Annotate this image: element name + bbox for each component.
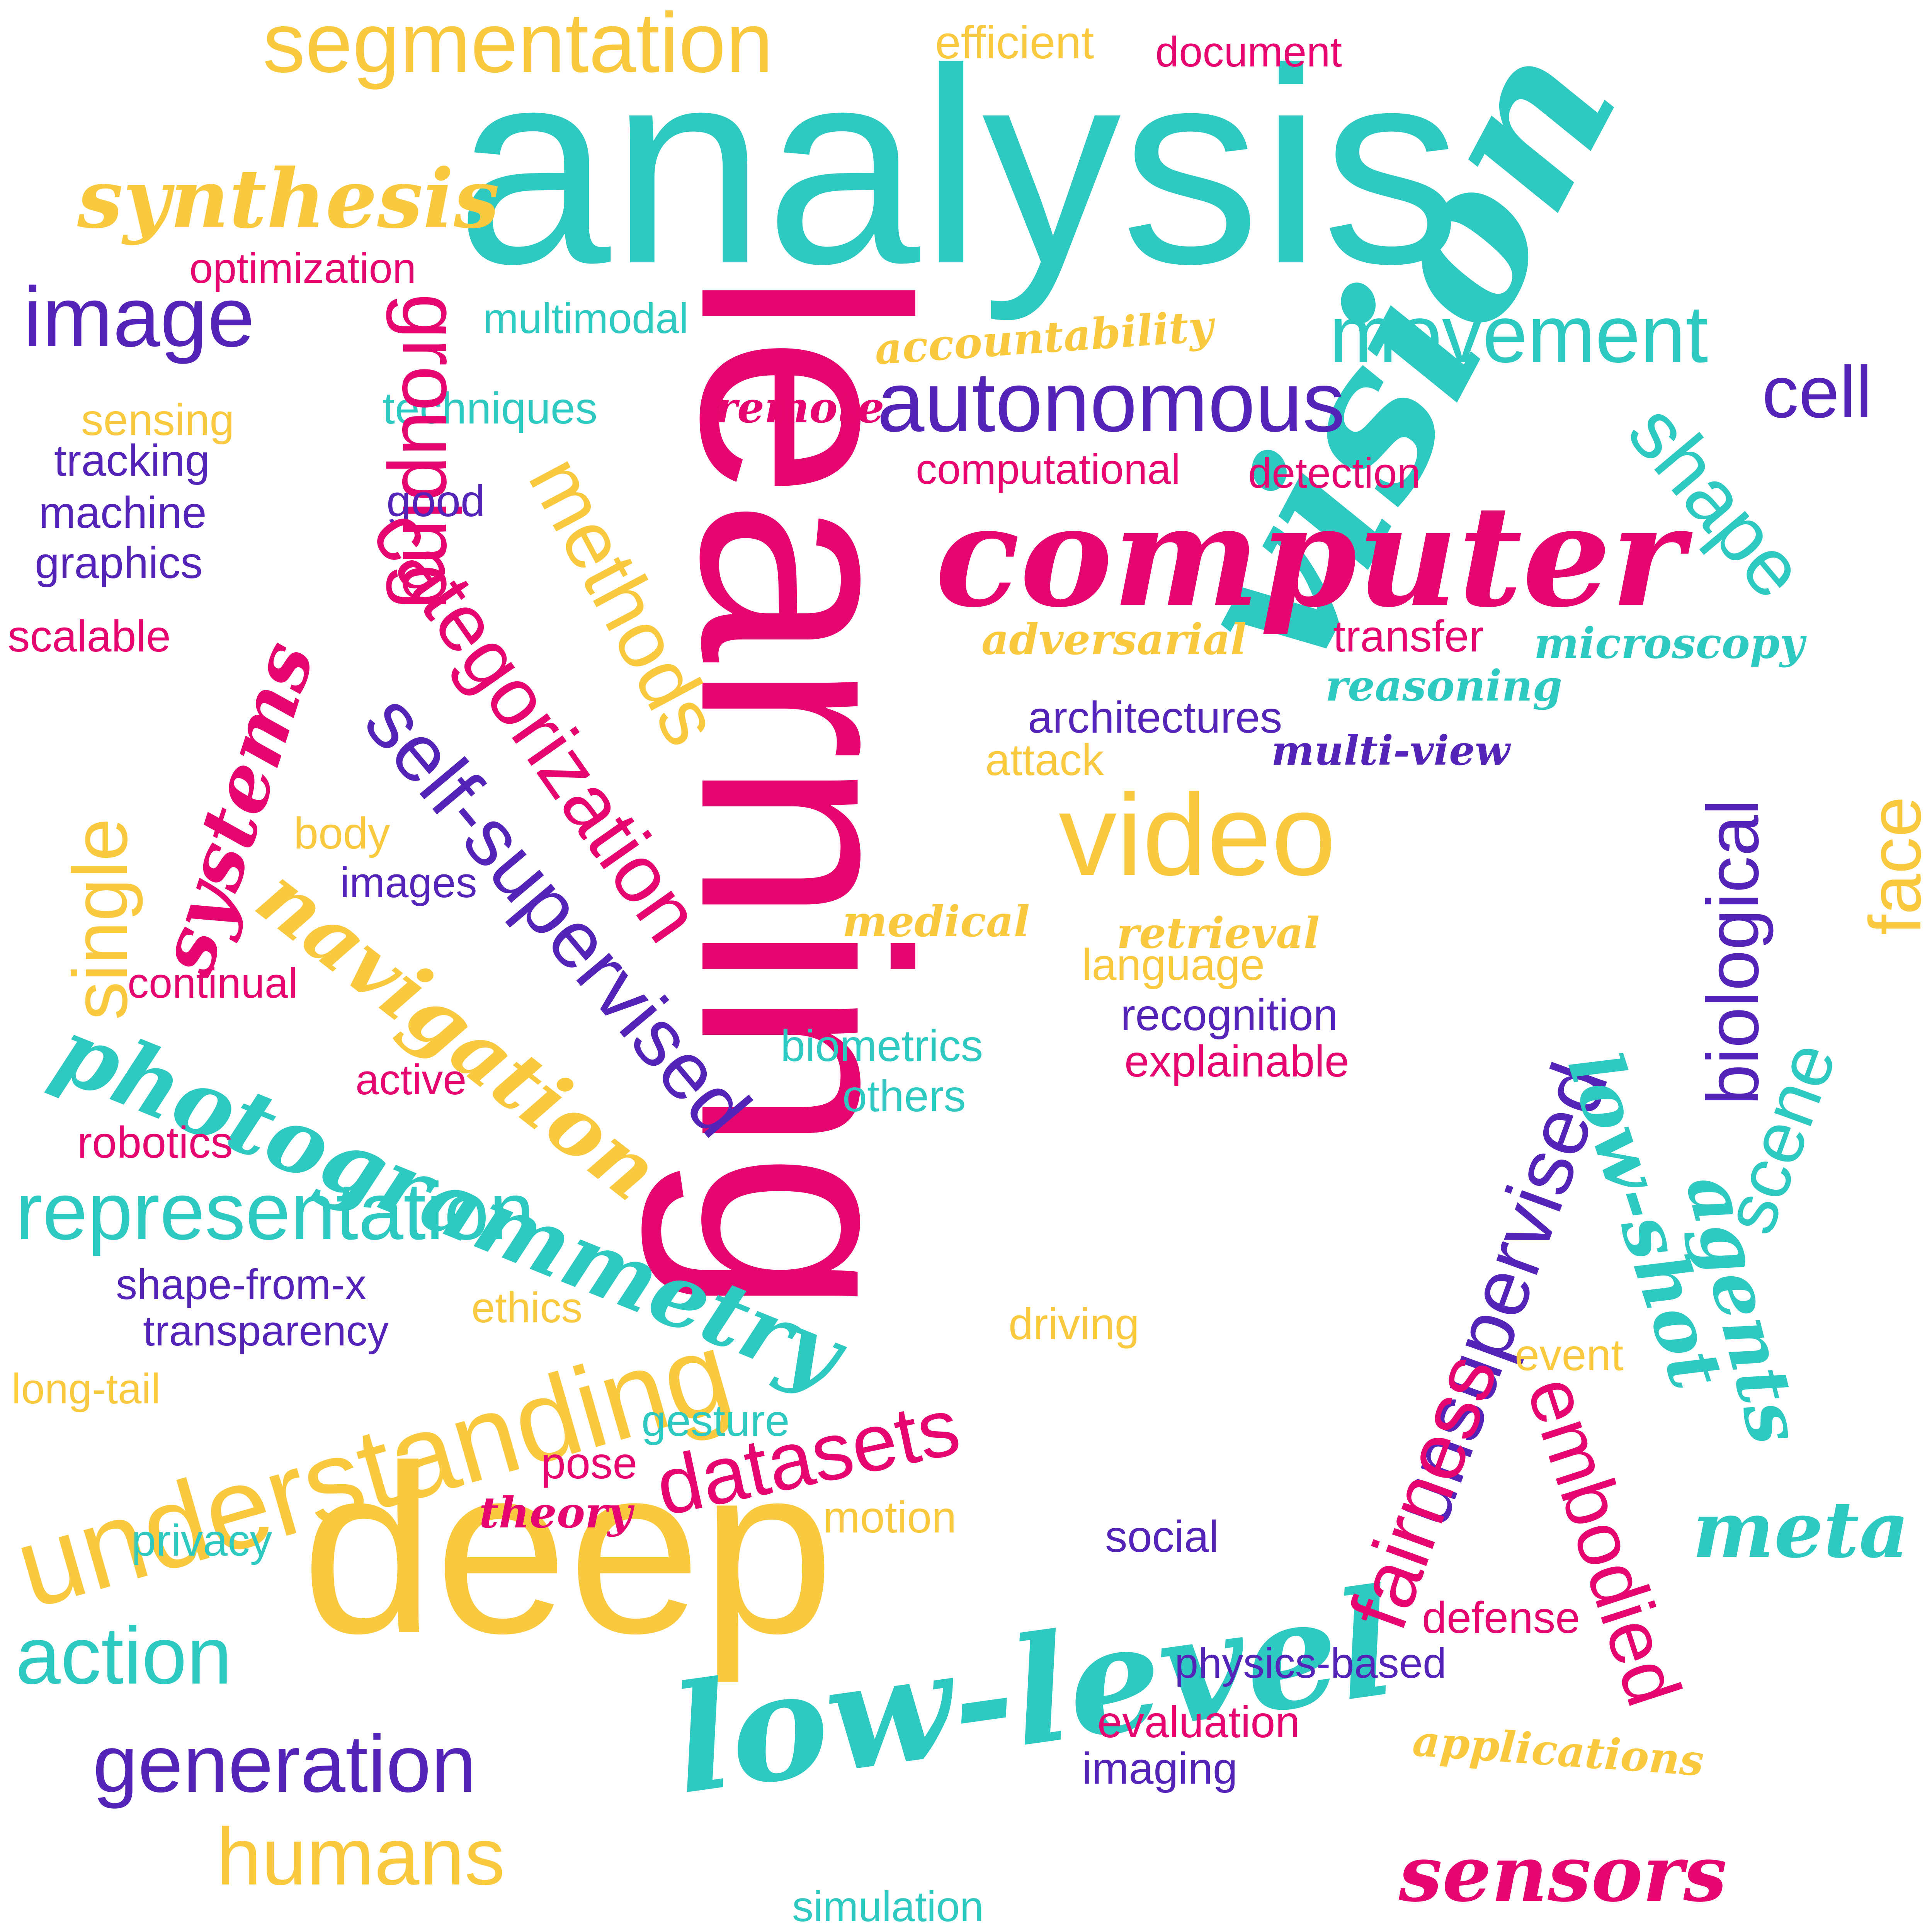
word-humans: humans: [216, 1811, 505, 1902]
word-medical: medical: [842, 896, 1030, 946]
word-pose: pose: [541, 1439, 638, 1488]
word-retrieval: retrieval: [1117, 908, 1320, 958]
word-autonomous: autonomous: [877, 354, 1345, 449]
word-video: video: [1059, 770, 1336, 900]
word-driving: driving: [1009, 1299, 1139, 1349]
word-scalable: scalable: [8, 612, 171, 661]
word-good: good: [386, 476, 485, 526]
word-analysis: analysis: [456, 10, 1461, 321]
word-evaluation: evaluation: [1097, 1697, 1300, 1747]
word-transparency: transparency: [143, 1307, 389, 1355]
word-reasoning: reasoning: [1325, 661, 1563, 711]
word-optimization: optimization: [189, 245, 416, 292]
word-segmentation: segmentation: [263, 0, 773, 90]
word-remote: remote: [715, 383, 884, 432]
word-machine: machine: [39, 488, 207, 537]
word-gesture: gesture: [641, 1396, 790, 1446]
word-image: image: [23, 269, 255, 364]
word-multimodal: multimodal: [483, 295, 689, 342]
word-movement: movement: [1329, 289, 1708, 379]
word-imaging: imaging: [1082, 1744, 1238, 1793]
word-defense: defense: [1422, 1593, 1580, 1643]
word-continual: continual: [128, 959, 298, 1007]
word-generation: generation: [93, 1718, 476, 1809]
word-embodied: embodied: [1510, 1366, 1697, 1716]
word-images: images: [340, 859, 477, 906]
word-detection: detection: [1248, 449, 1421, 497]
word-others: others: [842, 1071, 966, 1121]
word-computational: computational: [916, 446, 1180, 493]
word-transfer: transfer: [1333, 612, 1484, 661]
word-simulation: simulation: [792, 1883, 984, 1930]
word-physics-based: physics-based: [1175, 1639, 1447, 1687]
word-ethics: ethics: [471, 1284, 583, 1332]
word-attack: attack: [985, 735, 1104, 785]
word-body: body: [294, 809, 390, 858]
word-active: active: [355, 1056, 467, 1104]
word-applications: applications: [1411, 1716, 1706, 1786]
word-graphics: graphics: [35, 538, 203, 588]
word-motion: motion: [823, 1493, 957, 1542]
word-adversarial: adversarial: [981, 614, 1247, 664]
word-shape-from-x: shape-from-x: [116, 1261, 366, 1308]
word-theory: theory: [479, 1488, 633, 1537]
word-language: language: [1082, 940, 1265, 990]
word-biological: biological: [1692, 799, 1774, 1105]
word-recognition: recognition: [1121, 990, 1338, 1040]
word-sensing: sensing: [81, 395, 235, 445]
word-meta: meta: [1692, 1485, 1909, 1575]
word-explainable: explainable: [1124, 1037, 1349, 1086]
word-architectures: architectures: [1028, 693, 1282, 742]
word-privacy: privacy: [131, 1516, 272, 1565]
word-long-tail: long-tail: [12, 1365, 161, 1413]
word-face: face: [1854, 796, 1932, 935]
word-techniques: techniques: [383, 384, 598, 433]
word-social: social: [1105, 1512, 1219, 1561]
word-efficient: efficient: [935, 17, 1094, 68]
word-biometrics: biometrics: [781, 1021, 983, 1071]
word-multi-view: multi-view: [1271, 726, 1510, 774]
word-cell: cell: [1762, 351, 1872, 433]
word-computer: computer: [935, 474, 1684, 638]
word-representation: representation: [15, 1166, 534, 1257]
word-microscopy: microscopy: [1534, 618, 1804, 668]
word-sensors: sensors: [1399, 1828, 1727, 1919]
word-tracking: tracking: [54, 436, 210, 485]
word-synthesis: synthesis: [77, 151, 500, 247]
word-event: event: [1515, 1330, 1624, 1380]
word-deep: deep: [301, 1416, 835, 1683]
word-action: action: [15, 1610, 232, 1701]
word-document: document: [1155, 28, 1342, 76]
word-robotics: robotics: [77, 1118, 233, 1167]
